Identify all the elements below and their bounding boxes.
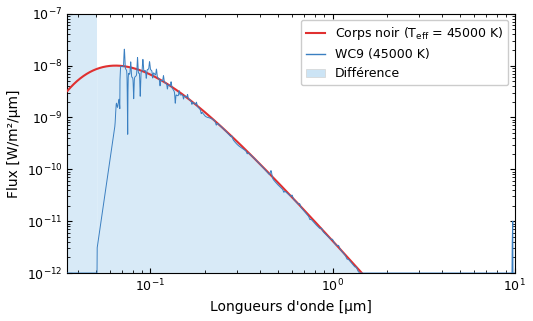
Legend: Corps noir (T$_{\mathregular{eff}}$ = 45000 K), WC9 (45000 K), Différence: Corps noir (T$_{\mathregular{eff}}$ = 45… xyxy=(301,20,508,85)
X-axis label: Longueurs d'onde [μm]: Longueurs d'onde [μm] xyxy=(210,300,372,314)
Y-axis label: Flux [W/m²/μm]: Flux [W/m²/μm] xyxy=(7,89,21,198)
